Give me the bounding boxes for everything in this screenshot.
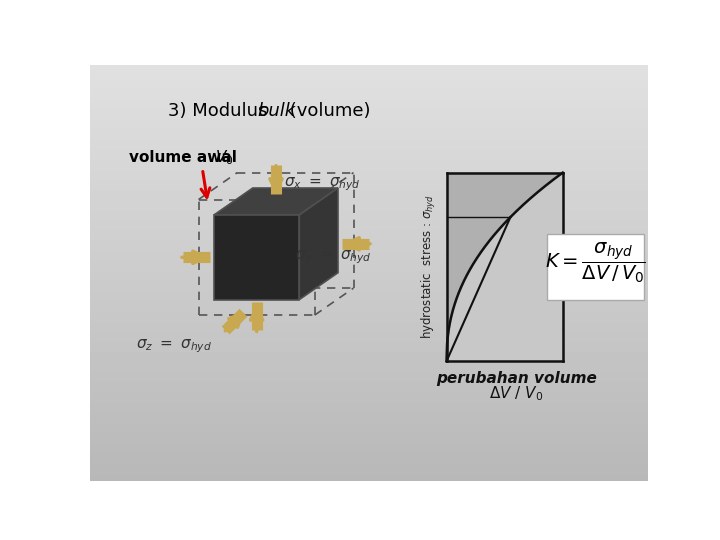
Bar bbox=[446, 173, 563, 361]
Polygon shape bbox=[300, 188, 338, 300]
Text: $\sigma_z\ =\ \sigma_{hyd}$: $\sigma_z\ =\ \sigma_{hyd}$ bbox=[137, 337, 212, 355]
Bar bbox=[214, 215, 300, 300]
Text: $\Delta V\ /\ V_0$: $\Delta V\ /\ V_0$ bbox=[489, 384, 544, 403]
Text: $K = \dfrac{\sigma_{hyd}}{\Delta V\,/\,V_0}$: $K = \dfrac{\sigma_{hyd}}{\Delta V\,/\,V… bbox=[545, 241, 646, 285]
Text: bulk: bulk bbox=[258, 102, 295, 120]
Text: hydrostatic  stress : $\sigma_{hyd}$: hydrostatic stress : $\sigma_{hyd}$ bbox=[420, 194, 438, 339]
Text: (volume): (volume) bbox=[284, 102, 370, 120]
Bar bbox=[547, 234, 644, 300]
Text: perubahan volume: perubahan volume bbox=[436, 370, 597, 386]
Text: $\sigma_x\ =\ \sigma_{hyd}$: $\sigma_x\ =\ \sigma_{hyd}$ bbox=[284, 176, 360, 193]
Text: volume awal: volume awal bbox=[129, 150, 242, 165]
Polygon shape bbox=[214, 188, 338, 215]
Text: $\mathit{V}_0$: $\mathit{V}_0$ bbox=[215, 148, 233, 166]
Text: 3) Modulus: 3) Modulus bbox=[168, 102, 273, 120]
Text: $\sigma_y\ =\ \sigma_{hyd}$: $\sigma_y\ =\ \sigma_{hyd}$ bbox=[295, 248, 372, 266]
